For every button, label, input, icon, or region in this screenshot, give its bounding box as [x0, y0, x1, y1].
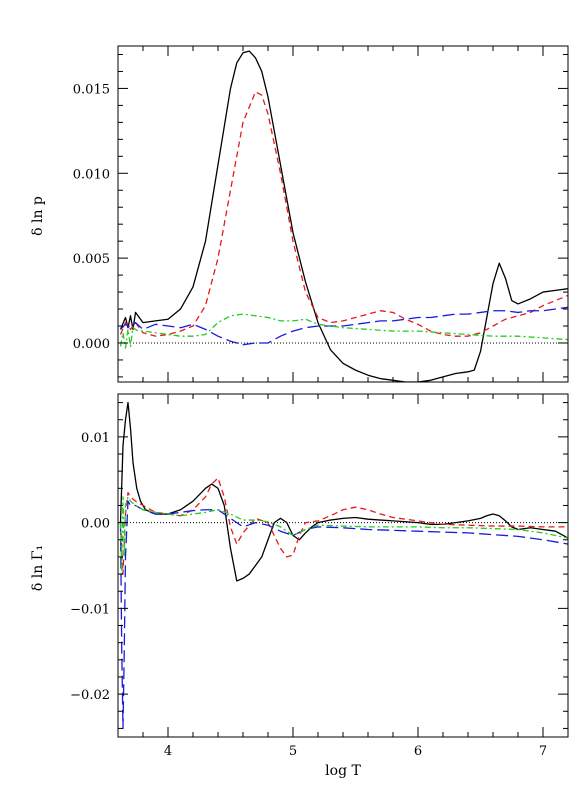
series-line-1 — [119, 401, 568, 582]
y-axis-title: δ ln Γ₁ — [30, 545, 46, 591]
series-line-4 — [119, 313, 568, 349]
series-line-3 — [120, 306, 568, 346]
y-tick-label: 0.000 — [73, 337, 110, 352]
series-line-3 — [119, 500, 568, 730]
y-tick-label: 0.005 — [73, 252, 110, 267]
y-tick-label: 0.010 — [73, 167, 110, 182]
y-tick-label: −0.01 — [70, 602, 110, 617]
series-group — [119, 50, 568, 382]
plot-frame — [117, 393, 569, 738]
x-tick-label: 6 — [414, 744, 422, 759]
y-tick-label: 0.015 — [73, 82, 110, 97]
y-tick-label: 0.00 — [81, 517, 110, 532]
series-line-2 — [119, 91, 568, 337]
x-tick-label: 4 — [164, 744, 172, 759]
x-tick-label: 7 — [539, 744, 547, 759]
top-panel: 0.000 0.005 0.010 0.015 δ ln p — [30, 45, 569, 383]
series-line-2 — [119, 477, 568, 575]
series-line-1 — [119, 50, 568, 382]
bottom-panel: 4 5 6 7 −0.02 −0.01 0.00 0.01 δ ln Γ₁ log T — [30, 393, 569, 779]
y-tick-label: −0.02 — [70, 688, 110, 703]
y-axis-title: δ ln p — [30, 196, 46, 236]
y-tick-label: 0.01 — [81, 431, 110, 446]
x-tick-label: 5 — [289, 744, 297, 759]
series-line-4 — [119, 496, 568, 575]
series-group — [119, 401, 568, 730]
x-axis-title: log T — [325, 763, 361, 779]
plot-frame — [117, 45, 569, 383]
